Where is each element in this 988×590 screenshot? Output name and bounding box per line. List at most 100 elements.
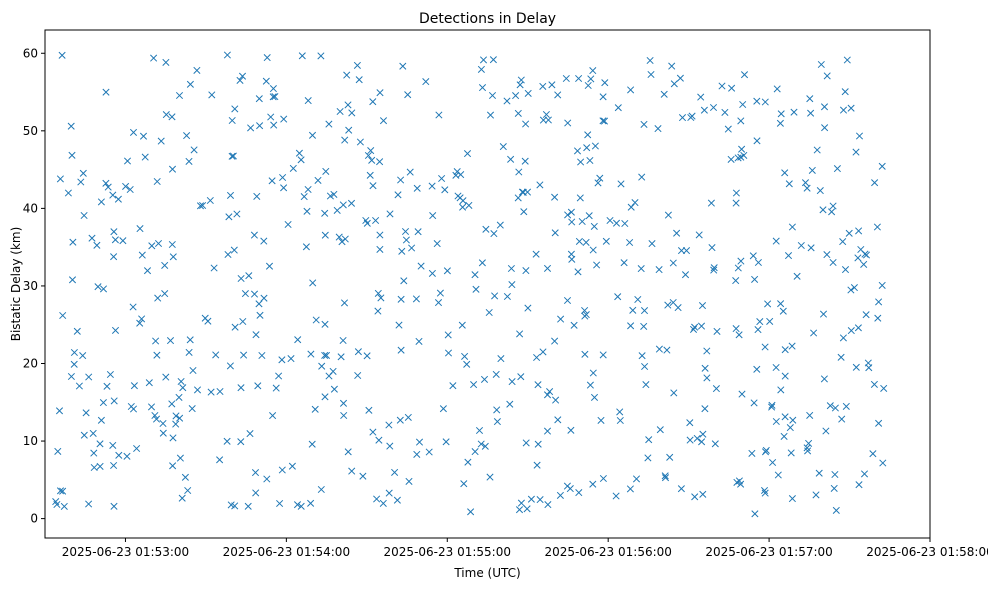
data-point	[584, 131, 592, 139]
data-point	[496, 221, 504, 229]
data-point	[168, 240, 176, 249]
data-point	[64, 189, 72, 197]
data-point	[398, 247, 406, 255]
x-tick-label: 2025-06-23 01:54:00	[223, 545, 350, 559]
data-point	[99, 285, 108, 293]
data-point	[272, 384, 280, 392]
data-point	[707, 199, 715, 207]
data-point	[519, 188, 527, 196]
data-point	[612, 219, 621, 227]
data-point	[614, 293, 622, 301]
data-point	[772, 417, 780, 426]
data-point	[168, 400, 176, 408]
data-point	[206, 196, 214, 205]
data-point	[422, 78, 430, 86]
data-point	[482, 225, 490, 233]
data-point	[772, 363, 780, 372]
data-point	[574, 268, 582, 276]
data-point	[686, 436, 694, 444]
data-point	[854, 254, 862, 262]
data-point	[677, 247, 686, 255]
data-point	[673, 229, 681, 237]
data-point	[774, 471, 782, 479]
data-point	[486, 111, 495, 119]
data-point	[591, 142, 599, 150]
data-point	[110, 228, 118, 236]
data-point	[841, 88, 849, 96]
data-point	[85, 373, 93, 381]
data-point	[237, 384, 245, 392]
data-point	[711, 440, 719, 448]
data-point	[708, 244, 716, 252]
data-point	[336, 107, 344, 116]
data-point	[75, 382, 83, 390]
data-point	[148, 242, 156, 250]
data-point	[873, 223, 881, 231]
data-point	[581, 306, 589, 315]
data-point	[129, 303, 137, 311]
data-point	[686, 419, 694, 427]
data-point	[293, 501, 302, 509]
data-point	[136, 319, 144, 327]
data-point	[831, 404, 839, 412]
data-point	[321, 209, 329, 217]
data-point	[404, 91, 412, 99]
data-point	[289, 164, 297, 172]
data-point	[260, 294, 268, 302]
data-point	[269, 412, 277, 420]
data-point	[724, 125, 732, 133]
data-point	[111, 236, 119, 244]
data-point	[247, 124, 255, 132]
data-point	[681, 271, 690, 279]
x-tick-label: 2025-06-23 01:56:00	[544, 545, 671, 559]
data-point	[640, 322, 648, 330]
y-tick-label: 60	[23, 46, 38, 60]
data-point	[386, 442, 394, 450]
data-point	[847, 104, 855, 112]
data-point	[369, 428, 377, 436]
data-point	[761, 448, 770, 456]
data-point	[161, 261, 169, 269]
data-point	[753, 137, 761, 145]
data-point	[240, 351, 248, 359]
data-point	[697, 93, 705, 101]
data-point	[168, 165, 177, 173]
data-point	[56, 487, 65, 495]
data-point	[172, 420, 180, 428]
data-point	[399, 62, 407, 70]
data-point	[304, 97, 312, 105]
data-point	[808, 166, 816, 174]
data-point	[396, 416, 404, 424]
data-point	[297, 502, 305, 510]
data-point	[463, 360, 471, 368]
data-point	[656, 426, 664, 434]
data-point	[308, 131, 317, 139]
data-point	[406, 168, 414, 176]
data-point	[228, 152, 236, 160]
data-point	[114, 195, 122, 203]
data-point	[575, 74, 583, 83]
data-point	[59, 487, 67, 495]
data-point	[583, 144, 591, 152]
data-point	[532, 250, 540, 258]
data-point	[864, 359, 872, 367]
data-point	[470, 381, 478, 389]
data-point	[199, 201, 207, 210]
data-point	[515, 168, 523, 176]
data-point	[820, 375, 828, 383]
data-point	[740, 151, 748, 159]
data-point	[534, 381, 542, 389]
data-point	[801, 179, 810, 187]
data-point	[226, 362, 234, 370]
data-point	[126, 185, 134, 194]
data-point	[96, 440, 104, 448]
data-point	[246, 430, 254, 438]
data-point	[228, 116, 236, 125]
data-point	[288, 462, 296, 470]
data-point	[616, 408, 624, 416]
data-point	[231, 323, 239, 331]
data-point	[879, 459, 887, 467]
data-point	[245, 272, 253, 280]
data-point	[216, 387, 224, 396]
data-point	[442, 438, 450, 446]
